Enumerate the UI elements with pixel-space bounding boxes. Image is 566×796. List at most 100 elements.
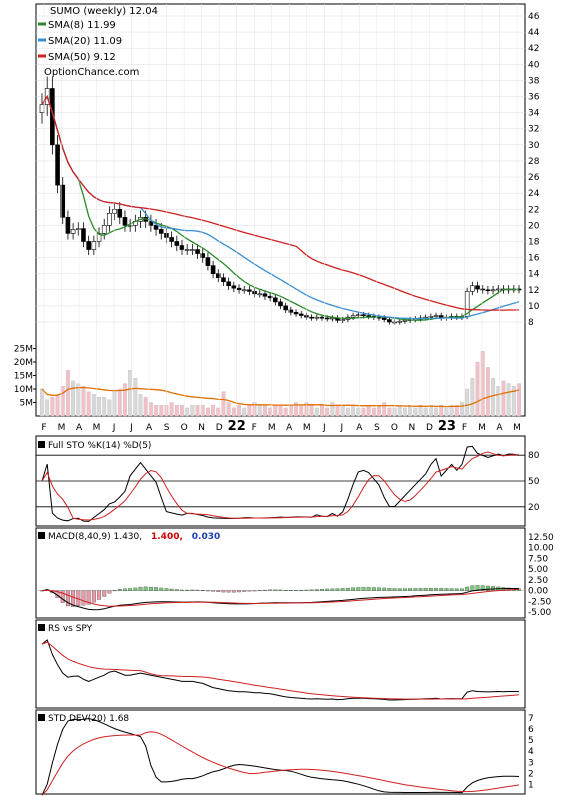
volume-bar [449, 405, 454, 417]
macd-hist-bar [97, 590, 101, 600]
macd-hist-bar [449, 588, 454, 591]
macd-hist-bar [382, 587, 387, 591]
volume-bar [138, 394, 143, 417]
macd-hist-bar [283, 589, 288, 591]
macd-hist-bar [294, 590, 298, 591]
candle-body [39, 104, 45, 113]
macd-tick-label: 2.50 [528, 576, 548, 586]
x-tick-label: J [322, 423, 326, 433]
volume-bar [263, 405, 267, 417]
macd-hist-bar [164, 588, 169, 591]
sto-label: Full STO %K(14) %D(5) [48, 441, 151, 451]
volume-bar [50, 396, 55, 417]
volume-bar [460, 402, 464, 417]
x-tick-label: O [181, 423, 188, 433]
x-tick-label: J [112, 423, 116, 433]
rs-average-line [41, 641, 520, 700]
macd-hist-bar [107, 590, 112, 594]
candle-body [309, 316, 314, 319]
volume-bar [231, 407, 236, 417]
volume-bar [252, 402, 257, 417]
candle-body [355, 314, 361, 317]
x-tick-label: M [478, 423, 486, 433]
volume-tick-label: 20M [14, 358, 33, 368]
macd-hist-bar [257, 590, 262, 592]
macd-hist-bar [320, 589, 324, 591]
macd-label-main: MACD(8,40,9) 1.430, [48, 532, 142, 542]
rs-label: RS vs SPY [48, 624, 93, 634]
x-tick-label: A [146, 423, 153, 433]
macd-hist-bar [252, 590, 257, 592]
candle-body [480, 288, 486, 291]
macd-tick-label: -2.50 [528, 597, 552, 607]
macd-hist-bar [81, 590, 86, 606]
macd-hist-bar [154, 587, 159, 591]
macd-hist-bar [128, 588, 133, 591]
candle-body [236, 287, 242, 291]
volume-bar [117, 388, 122, 417]
candle-body [50, 88, 55, 146]
macd-hist-bar [506, 587, 511, 591]
price-grid [36, 15, 525, 323]
rs-panel [35, 619, 526, 709]
std-tick-label: 5 [528, 736, 534, 746]
macd-hist-bar [408, 588, 413, 591]
volume-bar [485, 367, 490, 417]
volume-bar [408, 405, 413, 417]
macd-hist-bar [268, 589, 273, 591]
volume-bar [278, 405, 283, 417]
volume-bar [200, 405, 205, 417]
candle-body [298, 313, 304, 316]
macd-hist-bar [65, 590, 70, 607]
candle-body [304, 315, 309, 318]
price-tick-label: 12 [528, 286, 539, 296]
volume-bar [40, 388, 44, 417]
macd-hist-bar [242, 590, 247, 592]
volume-bar [428, 405, 433, 417]
volume-bar [148, 402, 153, 417]
macd-tick-label: 10.00 [528, 544, 554, 554]
volume-bar [71, 380, 76, 417]
candle-body [200, 253, 206, 258]
candle-body [221, 277, 226, 283]
macd-label-marker [38, 532, 45, 539]
candle-body [314, 316, 320, 319]
rs-lines [41, 639, 520, 701]
candle-body [319, 316, 325, 319]
candle-body [490, 289, 496, 292]
std-tick-label: 3 [528, 758, 534, 768]
volume-average-line [41, 386, 520, 408]
candle-body [288, 309, 294, 313]
candle-body [402, 320, 408, 322]
x-tick-label: M [93, 423, 101, 433]
price-tick-label: 14 [528, 270, 540, 280]
macd-hist-bar [123, 588, 127, 591]
macd-hist-bar [263, 589, 267, 591]
candle-body [226, 281, 231, 287]
macd-lines [41, 588, 520, 611]
macd-hist-bar [180, 589, 184, 591]
std-panel [35, 709, 526, 795]
candle-body [153, 225, 159, 230]
x-tick-label: F [41, 423, 46, 433]
macd-histogram [40, 585, 521, 607]
candle-body [91, 241, 97, 250]
x-tick-label: D [216, 423, 223, 433]
source-label: OptionChance.com [44, 67, 139, 78]
volume-bar [247, 405, 252, 417]
std-average-line [41, 731, 520, 796]
candle-body [340, 319, 346, 321]
candle-body [293, 312, 299, 315]
volume-bar [351, 405, 356, 417]
volume-bar [387, 407, 392, 417]
candle-body [361, 314, 366, 317]
x-tick-label: M [303, 423, 311, 433]
candle-body [475, 285, 480, 290]
volume-bar [294, 402, 298, 417]
volume-bar [356, 407, 361, 417]
candle-body [70, 229, 76, 234]
volume-bar [444, 407, 449, 417]
x-tick-label: M [58, 423, 66, 433]
volume-bar [205, 407, 210, 417]
